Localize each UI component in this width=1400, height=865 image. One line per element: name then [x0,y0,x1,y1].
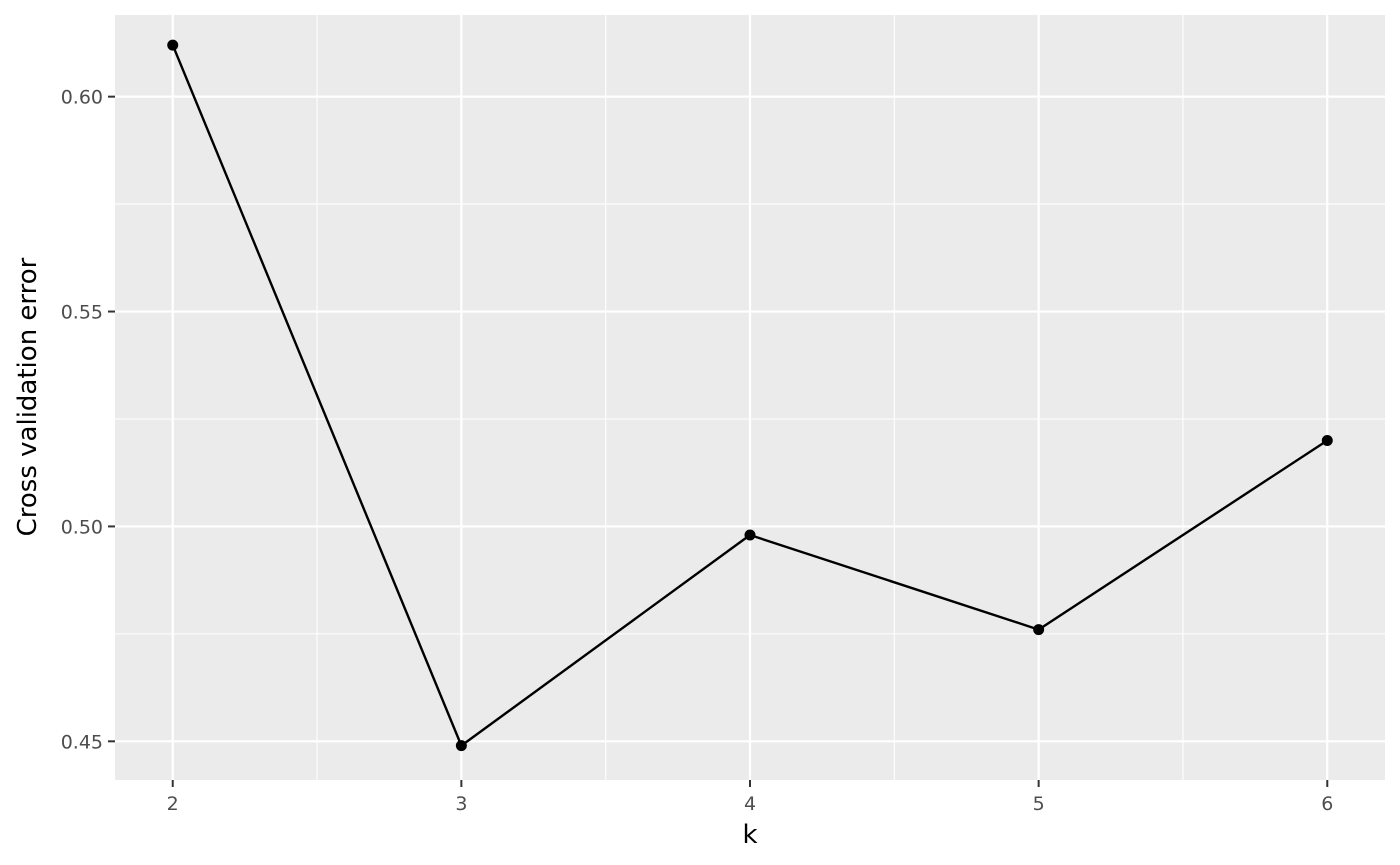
x-tick-label-2: 4 [744,793,756,815]
data-point-0-2 [744,529,756,541]
data-point-0-0 [167,39,179,51]
y-tick-label-0: 0.45 [61,731,103,753]
x-axis-title: k [742,820,757,850]
series-layer [167,39,1333,752]
x-tick-label-1: 3 [455,793,467,815]
data-point-0-4 [1321,434,1333,446]
major-grid [115,15,1385,780]
y-tick-label-2: 0.55 [61,302,103,324]
data-point-0-1 [455,740,467,752]
y-axis: 0.45 0.50 0.55 0.60 [61,87,115,753]
y-tick-label-1: 0.50 [61,516,103,538]
x-tick-label-0: 2 [167,793,179,815]
y-tick-label-3: 0.60 [61,87,103,109]
data-point-0-3 [1033,624,1045,636]
x-axis: 2 3 4 5 6 [167,780,1333,815]
x-tick-label-4: 6 [1321,793,1333,815]
x-tick-label-3: 5 [1033,793,1045,815]
y-axis-title: Cross validation error [13,257,43,536]
